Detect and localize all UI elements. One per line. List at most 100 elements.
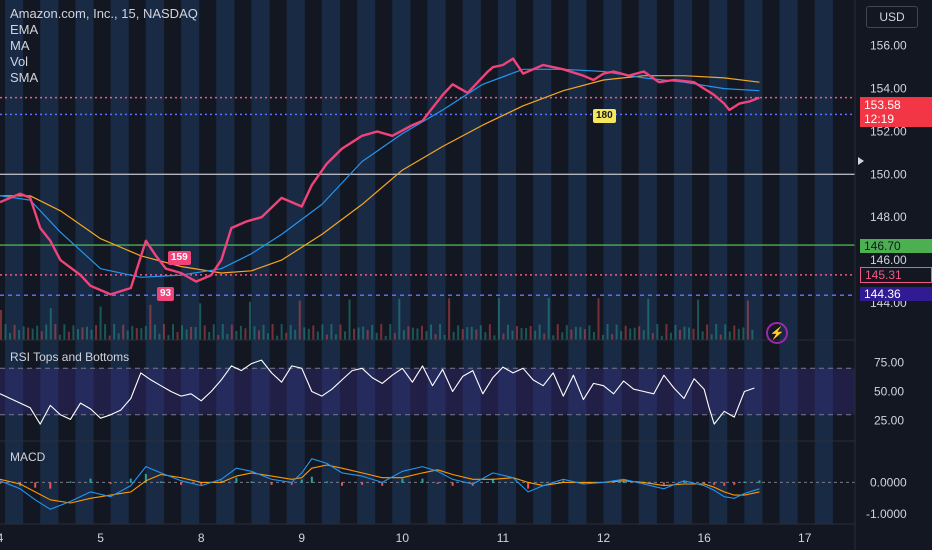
volume-bar bbox=[280, 324, 283, 340]
volume-bar bbox=[181, 325, 184, 340]
volume-bar bbox=[276, 335, 279, 340]
volume-bar bbox=[81, 327, 84, 340]
macd-histogram-bar bbox=[542, 482, 545, 483]
volume-bar bbox=[724, 324, 727, 340]
horizontal-levels bbox=[0, 96, 855, 297]
macd-histogram-bar bbox=[381, 482, 384, 486]
time-tick-label: 16 bbox=[697, 531, 711, 545]
macd-histogram-bar bbox=[180, 482, 183, 485]
volume-bar bbox=[588, 325, 591, 340]
macd-histogram-bar bbox=[421, 478, 424, 483]
volume-bar bbox=[366, 329, 369, 340]
volume-bar bbox=[321, 324, 324, 340]
session-band bbox=[110, 0, 129, 524]
session-band bbox=[462, 0, 481, 524]
time-tick-label: 9 bbox=[298, 531, 305, 545]
volume-bar bbox=[651, 333, 654, 340]
indicator-ma-label[interactable]: MA bbox=[10, 38, 30, 53]
volume-bar bbox=[221, 324, 224, 340]
volume-bar bbox=[4, 324, 7, 340]
macd-tick-label: -1.0000 bbox=[866, 507, 907, 521]
volume-bar bbox=[253, 326, 256, 340]
marker-159-badge: 159 bbox=[168, 251, 191, 265]
volume-bar bbox=[620, 331, 623, 340]
volume-bar bbox=[719, 334, 722, 340]
volume-bar bbox=[330, 324, 333, 340]
volume-bar bbox=[556, 324, 559, 340]
volume-bar bbox=[674, 324, 677, 340]
scroll-right-icon[interactable] bbox=[858, 157, 864, 165]
volume-bar bbox=[452, 331, 455, 340]
volume-bar bbox=[420, 325, 423, 340]
macd-histogram-bar bbox=[144, 473, 147, 483]
volume-bar bbox=[99, 306, 102, 340]
volume-bar bbox=[298, 300, 301, 340]
volume-bar bbox=[466, 327, 469, 340]
volume-bar bbox=[117, 333, 120, 340]
volume-bar bbox=[353, 328, 356, 340]
volume-bar bbox=[135, 327, 138, 340]
volume-bar bbox=[248, 301, 251, 340]
chart-title[interactable]: Amazon.com, Inc., 15, NASDAQ bbox=[10, 6, 198, 21]
macd-pane: 0.0000 -1.0000 bbox=[0, 458, 907, 521]
macd-pane-label[interactable]: MACD bbox=[10, 450, 46, 464]
session-band bbox=[744, 0, 763, 524]
volume-bar bbox=[212, 324, 215, 340]
volume-bar bbox=[76, 328, 79, 340]
macd-signal-line bbox=[0, 464, 760, 504]
volume-bar bbox=[706, 324, 709, 340]
volume-bar bbox=[665, 324, 668, 340]
macd-histogram-bar bbox=[325, 481, 328, 483]
volume-bar bbox=[348, 299, 351, 340]
volume-bar bbox=[547, 298, 550, 340]
volume-bar bbox=[86, 326, 89, 340]
price-tick-label: 156.00 bbox=[870, 39, 907, 53]
volume-bar bbox=[398, 298, 401, 340]
time-tick-label: 17 bbox=[798, 531, 812, 545]
volume-bar bbox=[574, 326, 577, 340]
volume-bar bbox=[448, 298, 451, 340]
volume-bar bbox=[95, 325, 98, 340]
macd-histogram-bar bbox=[562, 480, 565, 483]
volume-bar bbox=[113, 324, 116, 340]
indicator-sma-label[interactable]: SMA bbox=[10, 70, 39, 85]
volume-bar bbox=[357, 327, 360, 340]
volume-bar bbox=[506, 324, 509, 340]
price-tick-label: 146.00 bbox=[870, 253, 907, 267]
flash-alert-icon[interactable]: ⚡ bbox=[766, 322, 788, 344]
session-band bbox=[814, 0, 833, 524]
volume-bars bbox=[0, 298, 754, 340]
volume-bar bbox=[439, 324, 442, 340]
volume-bar bbox=[697, 299, 700, 340]
volume-bar bbox=[592, 331, 595, 340]
volume-bar bbox=[411, 327, 414, 340]
volume-bar bbox=[434, 334, 437, 340]
price-tag-145-31: 145.31 bbox=[860, 267, 932, 283]
volume-bar bbox=[45, 324, 48, 340]
indicator-vol-label[interactable]: Vol bbox=[10, 54, 29, 69]
rsi-pane-label[interactable]: RSI Tops and Bottoms bbox=[10, 350, 130, 364]
macd-histogram-bar bbox=[69, 481, 72, 483]
indicator-ema-label[interactable]: EMA bbox=[10, 22, 39, 37]
macd-histogram-bar bbox=[758, 480, 761, 483]
volume-bar bbox=[63, 324, 66, 340]
session-band bbox=[673, 0, 693, 524]
macd-histogram-bar bbox=[235, 477, 238, 483]
volume-bar bbox=[615, 324, 618, 340]
volume-bar bbox=[579, 327, 582, 340]
session-bands bbox=[5, 0, 833, 524]
macd-histogram-bar bbox=[159, 481, 162, 483]
macd-histogram-bar bbox=[683, 480, 685, 483]
volume-bar bbox=[162, 324, 165, 340]
volume-bar bbox=[683, 326, 686, 340]
macd-histogram-bar bbox=[451, 482, 454, 486]
volume-bar bbox=[316, 331, 319, 340]
volume-bar bbox=[289, 325, 292, 340]
currency-button[interactable]: USD bbox=[866, 6, 918, 28]
volume-bar bbox=[285, 332, 288, 340]
price-tag-144-36: 144.36 bbox=[860, 287, 932, 301]
session-band bbox=[603, 0, 622, 524]
macd-histogram-bar bbox=[270, 482, 273, 485]
